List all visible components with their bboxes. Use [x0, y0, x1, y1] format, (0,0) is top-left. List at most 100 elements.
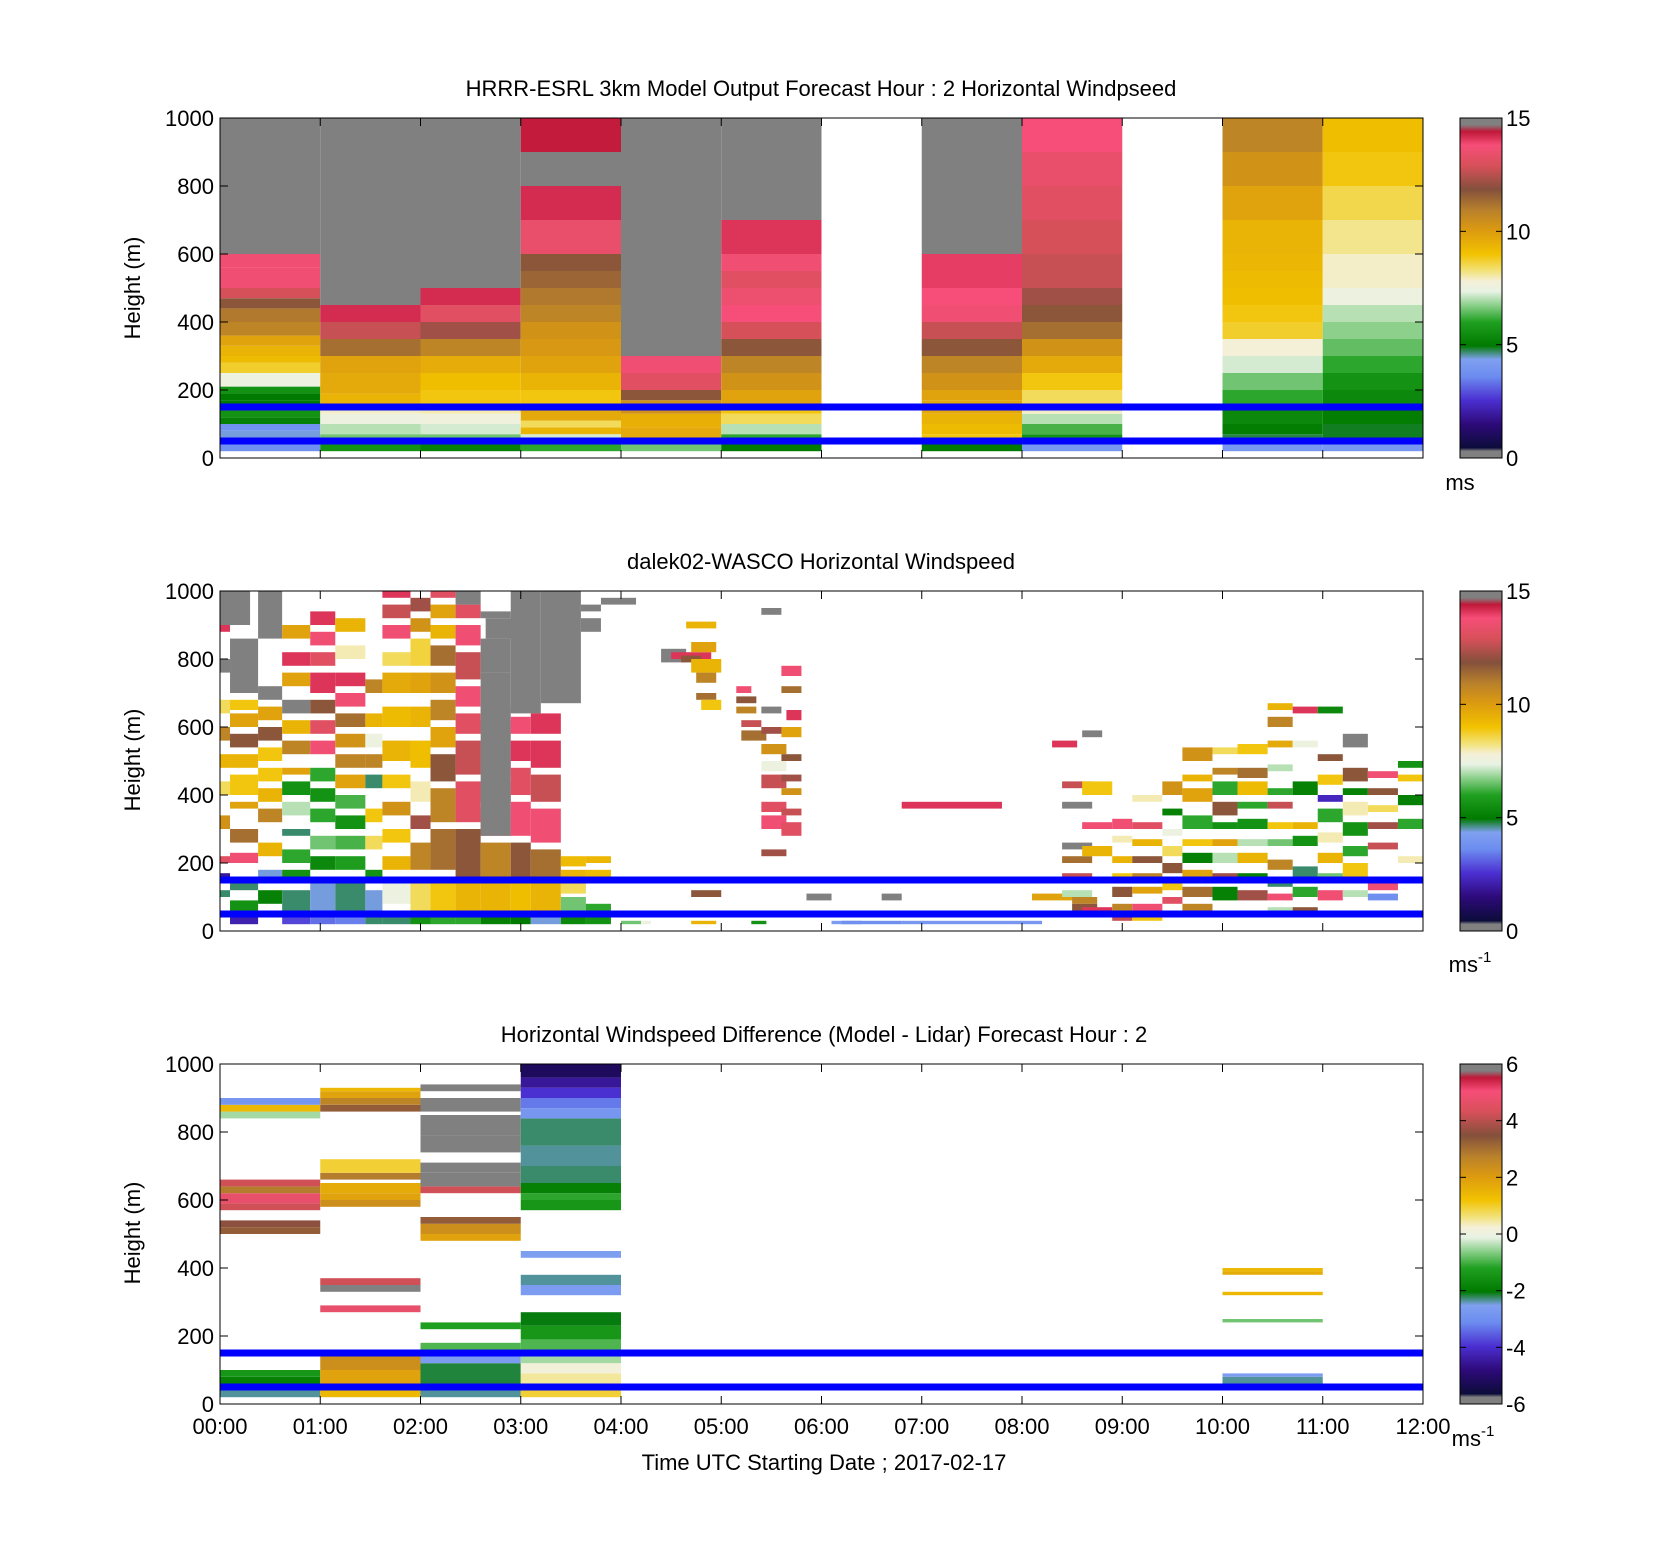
heatmap-cell — [320, 373, 421, 394]
colorbar-tick-label: -4 — [1506, 1335, 1526, 1360]
heatmap-cell — [410, 706, 431, 727]
heatmap-cell — [365, 713, 383, 727]
heatmap-cell — [781, 774, 802, 782]
heatmap-cell — [430, 727, 456, 748]
heatmap-cell — [310, 808, 336, 823]
y-tick-label: 1000 — [165, 1052, 214, 1077]
heatmap-cell — [320, 1356, 421, 1370]
heatmap-cell — [455, 829, 481, 877]
heatmap-cell — [230, 638, 259, 693]
heatmap-cell — [220, 335, 321, 346]
heatmap-cell — [1132, 903, 1163, 911]
heatmap-cell — [220, 699, 231, 714]
colorbar-tick-label: -2 — [1506, 1279, 1526, 1304]
heatmap-cell — [781, 665, 802, 676]
heatmap-cell — [520, 1312, 621, 1326]
heatmap-cell — [455, 781, 481, 823]
heatmap-cell — [1322, 322, 1423, 339]
heatmap-cell — [721, 444, 822, 452]
heatmap-cell — [220, 322, 321, 336]
heatmap-cell — [901, 801, 1002, 809]
heatmap-cell — [382, 829, 411, 843]
heatmap-cell — [310, 652, 336, 666]
heatmap-cell — [455, 604, 481, 619]
heatmap-cell — [520, 1251, 621, 1258]
heatmap-cell — [455, 740, 481, 775]
heatmap-cell — [585, 869, 611, 877]
heatmap-cell — [520, 1200, 621, 1211]
heatmap-cell — [410, 638, 431, 666]
heatmap-cell — [1062, 890, 1093, 897]
heatmap-cell — [365, 754, 383, 768]
heatmap-cell — [1237, 781, 1268, 795]
y-tick-label: 800 — [177, 174, 214, 199]
heatmap-cell — [420, 1115, 521, 1136]
heatmap-cell — [1237, 890, 1268, 901]
heatmap-cell — [320, 1278, 421, 1285]
x-tick-label: 08:00 — [994, 1414, 1049, 1439]
heatmap-cell — [335, 618, 366, 632]
lidar-reference-lines — [220, 876, 1423, 918]
heatmap-cell — [510, 880, 531, 911]
heatmap-cell — [1132, 839, 1163, 846]
heatmap-cell — [1322, 407, 1423, 424]
heatmap-cell — [1292, 740, 1318, 748]
heatmap-cell — [721, 305, 822, 322]
heatmap-cell — [1267, 703, 1293, 710]
heatmap-cell — [220, 1186, 321, 1194]
heatmap-cell — [430, 754, 456, 782]
heatmap-cell — [921, 373, 1022, 390]
heatmap-cell — [220, 393, 321, 401]
heatmap-cell — [335, 917, 366, 925]
heatmap-cell — [335, 795, 366, 809]
heatmap-cell — [1052, 740, 1078, 748]
heatmap-cell — [430, 645, 456, 666]
heatmap-cell — [320, 1305, 421, 1313]
heatmap-cell — [320, 1091, 421, 1098]
heatmap-cell — [1292, 835, 1318, 846]
difference-colorbar-unit-sup: -1 — [1481, 1423, 1494, 1440]
heatmap-cell — [220, 430, 321, 438]
heatmap-cell — [220, 591, 251, 625]
heatmap-cell — [282, 625, 311, 639]
heatmap-cell — [420, 1363, 521, 1384]
heatmap-cell — [420, 118, 521, 288]
difference-colorbar-unit: ms-1 — [1452, 1423, 1495, 1451]
heatmap-cell — [621, 920, 642, 925]
heatmap-cell — [1222, 339, 1323, 356]
heatmap-cell — [310, 699, 336, 714]
heatmap-cell — [455, 652, 481, 680]
heatmap-cell — [691, 920, 717, 925]
heatmap-cell — [420, 305, 521, 322]
heatmap-cell — [320, 1285, 421, 1292]
heatmap-cell — [1022, 444, 1123, 452]
heatmap-cell — [510, 801, 531, 836]
heatmap-cell — [480, 842, 511, 877]
x-tick-label: 12:00 — [1395, 1414, 1450, 1439]
x-tick-label: 09:00 — [1095, 1414, 1150, 1439]
heatmap-cell — [1367, 771, 1398, 778]
heatmap-cell — [520, 1183, 621, 1194]
heatmap-cell — [530, 917, 561, 925]
heatmap-cell — [220, 1098, 321, 1105]
heatmap-cell — [1367, 880, 1398, 891]
y-tick-label: 600 — [177, 242, 214, 267]
heatmap-cell — [1162, 897, 1183, 904]
heatmap-cell — [420, 1098, 521, 1112]
heatmap-cell — [220, 254, 321, 268]
heatmap-cell — [410, 672, 431, 693]
heatmap-cell — [736, 686, 752, 693]
heatmap-cell — [1062, 842, 1093, 850]
heatmap-cell — [430, 917, 456, 925]
heatmap-cell — [520, 1077, 621, 1088]
difference-axes: 00:00 01:00 02:00 03:00 04:00 05:00 06:00 07:00… — [165, 1052, 1450, 1439]
heatmap-cell — [455, 591, 481, 605]
heatmap-cell — [220, 1370, 321, 1377]
heatmap-cell — [420, 356, 521, 373]
heatmap-cell — [921, 444, 1022, 452]
heatmap-cell — [420, 1172, 521, 1187]
heatmap-cell — [365, 890, 383, 911]
heatmap-cell — [1022, 220, 1123, 254]
heatmap-cell — [220, 1203, 321, 1211]
heatmap-cell — [1182, 774, 1213, 782]
